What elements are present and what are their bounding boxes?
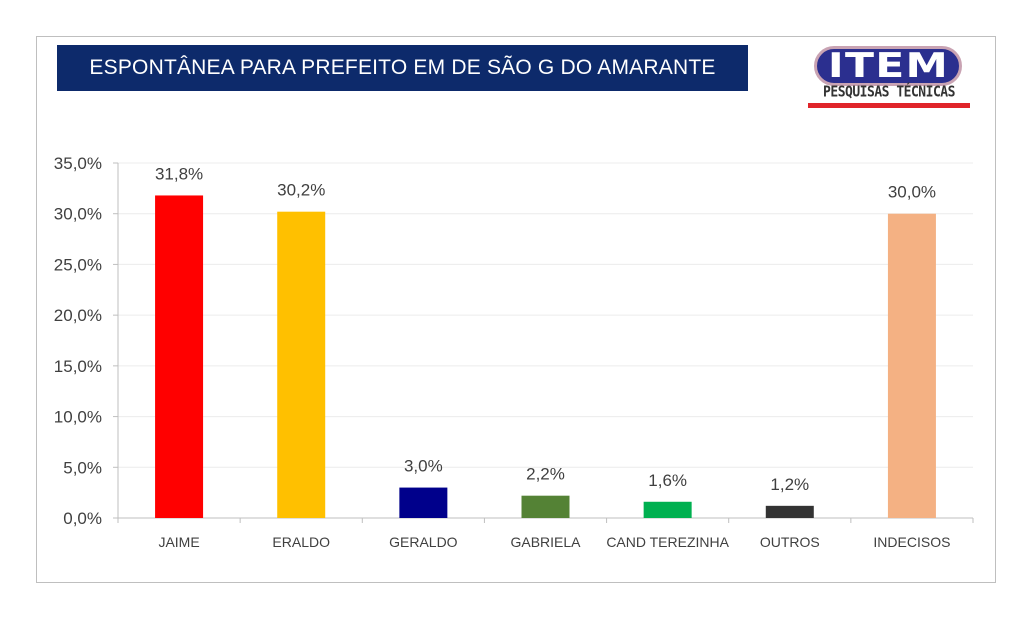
y-tick-label: 30,0% <box>54 205 102 224</box>
logo-underline <box>808 103 970 108</box>
bar-jaime <box>155 195 204 518</box>
y-tick-label: 10,0% <box>54 408 102 427</box>
x-tick-label: GERALDO <box>389 534 458 550</box>
y-tick-label: 15,0% <box>54 357 102 376</box>
bar-cand-terezinha <box>643 501 692 518</box>
logo-main-text: ITEM <box>827 46 949 86</box>
data-label: 30,0% <box>888 183 936 202</box>
data-label: 30,2% <box>277 181 325 200</box>
item-logo: ITEM PESQUISAS TÉCNICAS <box>808 46 970 110</box>
x-tick-label: ERALDO <box>272 534 330 550</box>
bar-gabriela <box>521 495 570 518</box>
chart-title-bar: ESPONTÂNEA PARA PREFEITO EM DE SÃO G DO … <box>57 45 748 91</box>
y-tick-label: 35,0% <box>54 154 102 173</box>
y-tick-label: 25,0% <box>54 255 102 274</box>
y-tick-label: 20,0% <box>54 306 102 325</box>
bar-indecisos <box>887 213 936 518</box>
logo-subtitle: PESQUISAS TÉCNICAS <box>823 83 955 102</box>
data-label: 1,2% <box>770 475 809 494</box>
chart-title: ESPONTÂNEA PARA PREFEITO EM DE SÃO G DO … <box>89 56 716 79</box>
x-tick-label: OUTROS <box>760 534 820 550</box>
data-label: 1,6% <box>648 471 687 490</box>
bar-eraldo <box>277 211 326 518</box>
x-tick-label: GABRIELA <box>510 534 581 550</box>
data-label: 3,0% <box>404 457 443 476</box>
y-tick-label: 5,0% <box>63 458 102 477</box>
bar-geraldo <box>399 487 448 518</box>
logo-pill: ITEM <box>814 46 962 86</box>
bar-outros <box>765 505 814 518</box>
x-tick-label: JAIME <box>158 534 199 550</box>
data-label: 2,2% <box>526 465 565 484</box>
y-tick-label: 0,0% <box>63 509 102 528</box>
x-tick-label: CAND TEREZINHA <box>606 534 729 550</box>
data-label: 31,8% <box>155 164 203 183</box>
x-tick-label: INDECISOS <box>873 534 950 550</box>
